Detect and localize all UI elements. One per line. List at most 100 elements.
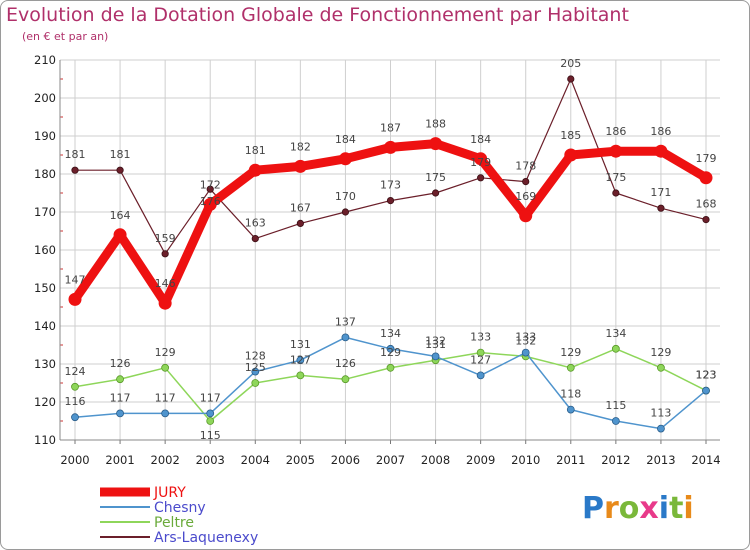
- point-chesny-2013: [657, 424, 665, 433]
- point-ars-laquenexy-2006: [341, 208, 350, 216]
- point-chesny-2007: [386, 344, 395, 353]
- chart-subtitle: (en € et par an): [22, 30, 108, 43]
- data-label-peltre-2014: 123: [696, 369, 717, 382]
- data-label-chesny-2008: 132: [425, 334, 446, 347]
- data-label-jury-2008: 188: [425, 118, 446, 131]
- point-chesny-2002: [161, 409, 170, 418]
- data-label-jury-2006: 184: [335, 133, 356, 146]
- point-chesny-2014: [702, 386, 710, 395]
- data-label-jury-2014: 179: [696, 152, 717, 165]
- data-label-ars-laquenexy-2013: 171: [650, 186, 671, 199]
- point-jury-2001: [113, 228, 127, 242]
- data-label-peltre-2008: 131: [425, 338, 446, 351]
- point-peltre-2004: [251, 379, 260, 387]
- grid: [60, 59, 720, 441]
- point-ars-laquenexy-2005: [296, 219, 304, 227]
- point-chesny-2008: [431, 352, 440, 361]
- point-chesny-2001: [116, 409, 124, 418]
- data-label-ars-laquenexy-2005: 167: [290, 201, 311, 214]
- y-tick-label-120: 120: [34, 395, 56, 409]
- point-chesny-2003: [206, 409, 215, 418]
- point-ars-laquenexy-2011: [567, 75, 575, 83]
- point-ars-laquenexy-2009: [477, 174, 485, 182]
- point-jury-2010: [519, 209, 533, 223]
- x-tick-label-2001: 2001: [105, 453, 134, 467]
- data-labels: 181 181 159 176 163 167 170 173 175 179 178 205 175 1…: [65, 57, 717, 442]
- data-label-ars-laquenexy-2001: 181: [110, 148, 131, 161]
- y-tick-label-150: 150: [34, 281, 56, 295]
- point-jury-2002: [158, 296, 172, 310]
- x-tick-label-2008: 2008: [421, 453, 450, 467]
- data-label-chesny-2002: 117: [155, 391, 176, 404]
- x-tick-label-2006: 2006: [331, 453, 360, 467]
- y-tick-label-190: 190: [34, 129, 56, 143]
- point-jury-2007: [384, 140, 397, 154]
- point-jury-2004: [248, 163, 262, 177]
- data-label-jury-2009: 184: [470, 133, 491, 146]
- data-label-peltre-2002: 129: [155, 346, 176, 359]
- point-jury-2011: [564, 148, 578, 162]
- x-tick-label-2011: 2011: [556, 453, 585, 467]
- point-ars-laquenexy-2002: [161, 250, 169, 258]
- point-ars-laquenexy-2001: [116, 166, 124, 174]
- y-tick-label-200: 200: [34, 91, 56, 105]
- logo-letter: o: [619, 491, 640, 526]
- point-jury-2008: [429, 137, 443, 151]
- data-label-jury-2002: 146: [155, 277, 176, 290]
- data-label-chesny-2010: 133: [515, 331, 536, 344]
- point-chesny-2005: [296, 356, 305, 365]
- y-tick-label-180: 180: [34, 167, 56, 181]
- data-label-jury-2000: 147: [65, 273, 86, 286]
- data-label-chesny-2007: 134: [380, 327, 401, 340]
- data-label-peltre-2003: 115: [200, 429, 221, 442]
- point-chesny-2000: [71, 413, 79, 422]
- data-label-chesny-2013: 113: [650, 407, 671, 420]
- point-ars-laquenexy-2000: [71, 166, 79, 174]
- legend-label-jury: JURY: [153, 485, 186, 501]
- data-label-peltre-2001: 126: [110, 357, 131, 370]
- point-jury-2003: [203, 197, 217, 211]
- point-peltre-2003: [206, 417, 215, 425]
- data-label-jury-2012: 186: [605, 125, 626, 138]
- x-tick-label-2010: 2010: [511, 453, 540, 467]
- point-jury-2000: [68, 292, 82, 306]
- x-tick-label-2005: 2005: [286, 453, 315, 467]
- point-jury-2013: [654, 144, 668, 158]
- point-chesny-2004: [251, 367, 260, 376]
- series-layer: [68, 75, 713, 433]
- point-ars-laquenexy-2014: [702, 216, 710, 224]
- logo-letter: P: [582, 491, 604, 526]
- point-ars-laquenexy-2003: [206, 185, 214, 193]
- y-tick-label-140: 140: [34, 319, 56, 333]
- point-chesny-2012: [611, 417, 620, 425]
- data-label-ars-laquenexy-2008: 175: [425, 171, 446, 184]
- data-label-jury-2005: 182: [290, 140, 311, 153]
- x-tick-label-2014: 2014: [691, 453, 720, 467]
- axes: 110 120 130 140 150 160 170 180 190 200 210 2000 200…: [34, 53, 721, 467]
- x-tick-label-2002: 2002: [151, 453, 180, 467]
- data-label-peltre-2010: 132: [515, 334, 536, 347]
- data-label-peltre-2005: 127: [290, 353, 311, 366]
- data-label-chesny-2004: 128: [245, 350, 266, 363]
- data-label-ars-laquenexy-2002: 159: [155, 232, 176, 245]
- data-label-ars-laquenexy-2004: 163: [245, 217, 266, 230]
- data-label-chesny-2001: 117: [110, 391, 131, 404]
- point-chesny-2010: [521, 348, 530, 357]
- data-label-chesny-2009: 127: [470, 353, 491, 366]
- logo-letter: i: [683, 491, 693, 526]
- data-label-peltre-2011: 129: [560, 346, 581, 359]
- point-ars-laquenexy-2012: [612, 189, 620, 197]
- data-label-ars-laquenexy-2003: 176: [200, 195, 221, 208]
- legend-label-chesny: Chesny: [154, 500, 206, 516]
- data-label-peltre-2007: 129: [380, 346, 401, 359]
- point-peltre-2005: [296, 371, 305, 380]
- data-label-chesny-2006: 137: [335, 315, 356, 328]
- data-label-jury-2007: 187: [380, 121, 401, 134]
- x-tick-label-2003: 2003: [196, 453, 225, 467]
- y-tick-label-130: 130: [34, 357, 56, 371]
- logo-letter: x: [639, 491, 658, 526]
- point-peltre-2012: [611, 344, 620, 353]
- proxiti-logo: Proxiti: [582, 491, 694, 526]
- point-peltre-2007: [386, 363, 395, 372]
